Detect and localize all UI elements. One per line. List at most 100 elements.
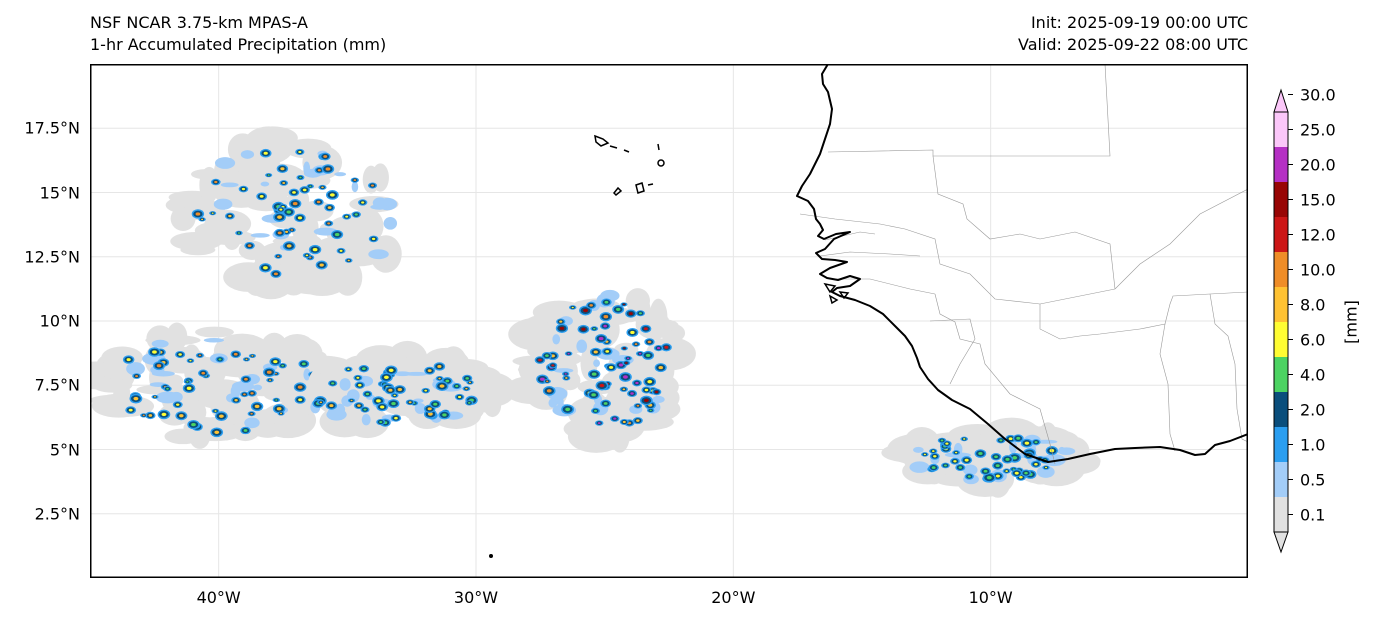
lat-tick-label: 5°N xyxy=(49,440,80,459)
precip-cell-peak xyxy=(1008,437,1013,441)
island-boa-vista xyxy=(657,159,665,167)
precip-cell-peak xyxy=(243,393,246,396)
precip-cell-peak xyxy=(228,214,232,218)
lon-tick-label: 40°W xyxy=(196,588,241,607)
precip-cell-peak xyxy=(299,176,302,179)
precip-cell-peak xyxy=(292,202,298,206)
precip-area-light xyxy=(195,326,234,338)
precip-cell-peak xyxy=(658,366,663,370)
precip-area-moderate xyxy=(327,408,338,417)
precip-area-moderate xyxy=(913,446,924,453)
precip-cell-peak xyxy=(995,464,1000,467)
coastal-islands xyxy=(823,282,850,305)
precip-cell-peak xyxy=(603,402,608,405)
precip-area-moderate xyxy=(151,339,169,348)
colorbar xyxy=(1273,88,1293,554)
precip-cell-peak xyxy=(263,151,268,155)
precip-cell-peak xyxy=(594,409,598,412)
precip-area-moderate xyxy=(554,368,574,374)
precip-cell-peak xyxy=(233,352,238,356)
precip-cell-peak xyxy=(636,419,640,422)
precip-cell-peak xyxy=(198,354,202,357)
precip-cell-peak xyxy=(433,402,438,406)
precip-cell-peak xyxy=(1005,470,1008,472)
border-mali-ivory xyxy=(1039,304,1141,340)
precip-cell-peak xyxy=(319,263,324,267)
precip-cell-peak xyxy=(424,389,428,392)
precip-area-moderate xyxy=(351,181,359,193)
precip-cell-peak xyxy=(327,222,331,225)
precip-cell-peak xyxy=(195,212,201,216)
model-name: NSF NCAR 3.75-km MPAS-A xyxy=(90,13,308,32)
precip-cell-peak xyxy=(214,410,217,412)
lat-tick-label: 2.5°N xyxy=(34,504,80,524)
precip-cell-peak xyxy=(268,379,272,381)
precip-cell-peak xyxy=(1012,468,1015,470)
precip-area-moderate xyxy=(370,204,389,210)
colorbar-segment xyxy=(1274,357,1288,392)
precip-area-moderate xyxy=(214,157,236,169)
colorbar-level-label: 20.0 xyxy=(1300,155,1336,174)
precip-cell-peak xyxy=(630,330,635,335)
precip-cell-peak xyxy=(636,404,640,407)
colorbar-segment xyxy=(1274,392,1288,427)
precip-cell-peak xyxy=(1005,457,1010,461)
precip-cell-peak xyxy=(161,412,167,417)
precip-cell-peak xyxy=(298,150,302,154)
precip-area-moderate xyxy=(593,359,601,367)
precip-system xyxy=(90,322,374,449)
colorbar-segment xyxy=(1274,287,1288,322)
precip-cell-peak xyxy=(156,364,162,368)
colorbar-level-label: 6.0 xyxy=(1300,330,1326,349)
precip-cell-peak xyxy=(427,407,432,411)
border-mauritania-mali xyxy=(932,155,1116,290)
precip-area-moderate xyxy=(548,398,558,408)
colorbar-segment xyxy=(1274,182,1288,217)
precip-area-light xyxy=(609,418,630,453)
precip-cell-peak xyxy=(427,412,433,416)
precip-area-moderate xyxy=(368,249,389,260)
precip-cell-peak xyxy=(940,439,944,442)
border-guinea-sierra-leone xyxy=(934,293,1011,395)
precip-cell-peak xyxy=(589,304,593,307)
precip-cell-peak xyxy=(622,375,628,379)
precip-area-light xyxy=(90,394,136,406)
colorbar-segment xyxy=(1274,112,1288,147)
precip-area-moderate xyxy=(252,384,263,391)
precip-cell-peak xyxy=(388,368,394,372)
precip-cell-peak xyxy=(214,180,218,184)
precip-cell-peak xyxy=(393,394,396,397)
precip-cell-peak xyxy=(644,388,649,392)
precip-cell-peak xyxy=(273,272,278,276)
precip-cell-peak xyxy=(266,370,272,374)
precip-cell-peak xyxy=(953,460,957,463)
precip-area-moderate xyxy=(240,150,255,159)
precip-cell-peak xyxy=(277,231,282,235)
precip-cell-peak xyxy=(605,350,610,353)
lat-tick-label: 7.5°N xyxy=(34,375,80,395)
precip-cell-peak xyxy=(967,475,971,478)
precip-cell-peak xyxy=(609,365,614,369)
precip-cell-peak xyxy=(538,358,542,362)
precip-cell-peak xyxy=(292,191,296,194)
precip-cell-peak xyxy=(370,184,375,187)
precip-cell-peak xyxy=(654,390,659,394)
map-border xyxy=(90,64,1248,578)
precip-cell-peak xyxy=(356,376,360,379)
precip-area-moderate xyxy=(213,198,233,210)
precip-cell-peak xyxy=(280,412,283,415)
precip-cell-peak xyxy=(148,414,153,417)
precip-cell-peak xyxy=(250,412,253,415)
precip-cell-peak xyxy=(354,213,358,216)
precip-cell-peak xyxy=(362,367,366,370)
precip-cell-peak xyxy=(186,386,192,390)
precip-cell-peak xyxy=(325,167,331,171)
precip-cell-peak xyxy=(591,393,596,397)
precip-cell-peak xyxy=(251,355,254,357)
precip-cell-peak xyxy=(179,414,184,418)
precip-area-light xyxy=(287,276,340,295)
precip-cell-peak xyxy=(647,340,652,344)
precip-cell-peak xyxy=(978,452,983,456)
precip-cell-peak xyxy=(237,232,241,234)
precip-area-moderate xyxy=(203,338,224,343)
